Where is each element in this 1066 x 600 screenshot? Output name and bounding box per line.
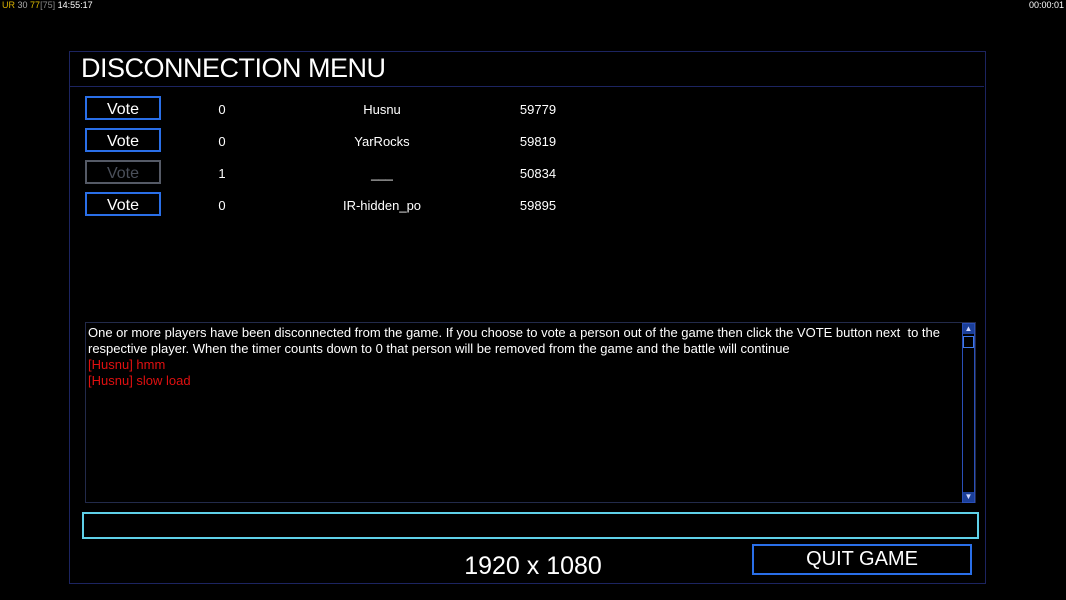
vote-button[interactable]: Vote <box>85 192 161 216</box>
ur-label: UR <box>2 0 15 10</box>
fps: 30 <box>17 0 28 10</box>
disconnection-panel <box>69 51 986 584</box>
player-name: YarRocks <box>354 134 410 149</box>
ping: 77 <box>30 0 41 10</box>
player-name: IR-hidden_po <box>342 198 422 213</box>
player-score: 50834 <box>519 166 557 181</box>
vote-button: Vote <box>85 160 161 184</box>
vote-button[interactable]: Vote <box>85 128 161 152</box>
chat-input[interactable] <box>82 512 979 539</box>
scroll-up-icon[interactable]: ▲ <box>963 324 974 334</box>
chat-log <box>85 322 976 503</box>
player-name: Husnu <box>363 102 401 117</box>
status-bar: UR 30 77[75] 14:55:17 <box>2 0 93 10</box>
divider <box>70 86 984 87</box>
player-score: 59895 <box>519 198 557 213</box>
player-score: 59819 <box>519 134 557 149</box>
chat-message: [Husnu] slow load <box>88 373 191 388</box>
elapsed-timer: 00:00:01 <box>1028 0 1064 10</box>
chat-scrollbar[interactable]: ▲ ▼ <box>962 323 975 503</box>
resolution-label: 1920 x 1080 <box>464 552 602 580</box>
vote-count: 1 <box>218 166 226 181</box>
chat-message: [Husnu] hmm <box>88 357 166 372</box>
player-score: 59779 <box>519 102 557 117</box>
vote-count: 0 <box>218 102 226 117</box>
scroll-down-icon[interactable]: ▼ <box>963 492 974 502</box>
vote-count: 0 <box>218 134 226 149</box>
info-message: One or more players have been disconnect… <box>88 325 944 356</box>
vote-count: 0 <box>218 198 226 213</box>
chat-text: One or more players have been disconnect… <box>88 325 960 389</box>
quit-game-button[interactable]: QUIT GAME <box>752 544 972 575</box>
clock: 14:55:17 <box>57 0 93 10</box>
scroll-thumb[interactable] <box>963 336 974 348</box>
player-name: ___ <box>371 166 393 181</box>
page-title: DISCONNECTION MENU <box>81 53 386 83</box>
vote-button[interactable]: Vote <box>85 96 161 120</box>
ping-avg: [75] <box>40 0 56 10</box>
